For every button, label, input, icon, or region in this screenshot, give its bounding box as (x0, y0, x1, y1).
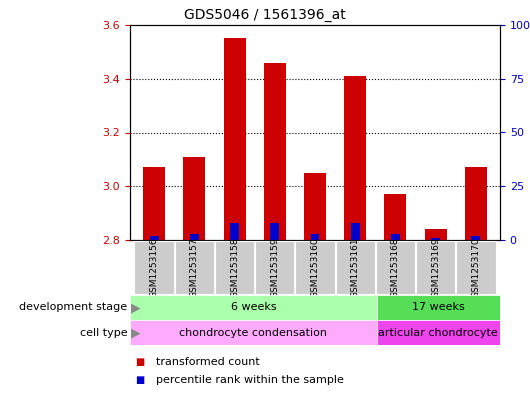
Bar (425, 229, 447, 240)
Text: chondrocyte condensation: chondrocyte condensation (179, 327, 328, 338)
Text: GSM1253168: GSM1253168 (391, 237, 400, 298)
Bar (295, 241, 335, 294)
Bar (230, 223, 239, 240)
Text: GSM1253160: GSM1253160 (311, 237, 320, 298)
Bar (304, 173, 326, 240)
Text: GSM1253159: GSM1253159 (270, 237, 279, 298)
Bar (255, 241, 295, 294)
Bar (215, 241, 254, 294)
Bar (175, 241, 214, 294)
Text: percentile rank within the sample: percentile rank within the sample (156, 375, 344, 385)
Text: GDS5046 / 1561396_at: GDS5046 / 1561396_at (184, 8, 346, 22)
Text: ■: ■ (135, 375, 145, 385)
Bar (135, 241, 174, 294)
Text: ▶: ▶ (127, 301, 141, 314)
Bar (384, 194, 407, 240)
Text: 6 weeks: 6 weeks (231, 303, 276, 312)
Text: GSM1253161: GSM1253161 (351, 237, 360, 298)
Bar (376, 241, 415, 294)
Text: ■: ■ (135, 357, 145, 367)
Bar (377, 320, 500, 345)
Bar (416, 241, 455, 294)
Text: cell type: cell type (80, 327, 127, 338)
Bar (472, 236, 480, 240)
Bar (335, 241, 375, 294)
Bar (377, 295, 500, 320)
Bar (344, 76, 366, 240)
Bar (311, 233, 320, 240)
Text: GSM1253156: GSM1253156 (149, 237, 158, 298)
Bar (456, 241, 496, 294)
Bar (183, 157, 206, 240)
Bar (130, 320, 377, 345)
Text: GSM1253158: GSM1253158 (230, 237, 239, 298)
Bar (143, 167, 165, 240)
Text: ▶: ▶ (127, 326, 141, 339)
Bar (431, 238, 440, 240)
Bar (351, 223, 360, 240)
Text: development stage: development stage (19, 303, 127, 312)
Text: GSM1253170: GSM1253170 (471, 237, 480, 298)
Bar (224, 39, 245, 240)
Text: GSM1253157: GSM1253157 (190, 237, 199, 298)
Bar (149, 236, 158, 240)
Bar (465, 167, 487, 240)
Text: GSM1253169: GSM1253169 (431, 237, 440, 298)
Text: 17 weeks: 17 weeks (412, 303, 465, 312)
Bar (391, 233, 400, 240)
Bar (270, 223, 279, 240)
Bar (130, 295, 377, 320)
Bar (264, 62, 286, 240)
Text: transformed count: transformed count (156, 357, 260, 367)
Bar (190, 233, 199, 240)
Text: articular chondrocyte: articular chondrocyte (378, 327, 498, 338)
